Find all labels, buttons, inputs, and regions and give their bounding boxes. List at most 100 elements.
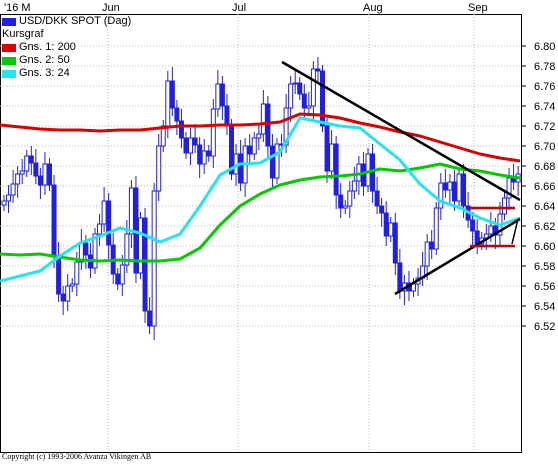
- y-tick-label: 6.60: [534, 241, 555, 253]
- candle-body: [192, 137, 198, 146]
- candle-body: [288, 83, 294, 109]
- candle-body: [83, 242, 89, 256]
- candle-body: [160, 125, 166, 147]
- legend-label-ma24: Gns. 3: 24: [19, 67, 70, 79]
- candle-body: [461, 173, 467, 207]
- legend-swatch-ma200: [2, 43, 16, 52]
- y-tick-label: 6.78: [534, 61, 555, 73]
- candle-body: [329, 143, 335, 172]
- y-tick-label: 6.54: [534, 301, 555, 313]
- y-tick-label: 6.58: [534, 261, 555, 273]
- y-tick-label: 6.72: [534, 121, 555, 133]
- candle-body: [442, 182, 448, 191]
- y-tick-label: 6.62: [534, 221, 555, 233]
- legend-label-ma50: Gns. 2: 50: [19, 54, 70, 66]
- candle-body: [301, 93, 307, 109]
- y-tick-label: 6.76: [534, 81, 555, 93]
- candle-body: [188, 137, 194, 154]
- candle-body: [178, 120, 184, 139]
- x-month-label: '16 M: [4, 2, 31, 14]
- candle-body: [165, 80, 171, 127]
- y-tick-label: 6.70: [534, 141, 555, 153]
- candle-body: [456, 173, 462, 202]
- candle-body: [33, 162, 39, 177]
- candle-body: [219, 83, 225, 107]
- candle-body: [256, 133, 262, 139]
- legend-label-ma200: Gns. 1: 200: [19, 41, 76, 53]
- candle-body: [1, 200, 7, 206]
- candle-body: [142, 217, 148, 312]
- candle-body: [502, 197, 507, 215]
- candle-body: [379, 205, 385, 214]
- candle-body: [429, 241, 435, 250]
- candle-body: [388, 222, 394, 237]
- candle-body: [297, 82, 303, 95]
- candle-body: [174, 107, 180, 122]
- candle-body: [42, 163, 48, 186]
- candle-body: [60, 293, 66, 302]
- candle-body: [124, 233, 130, 266]
- candle-body: [115, 273, 121, 285]
- candle-body: [210, 108, 216, 157]
- candle-body: [69, 283, 75, 287]
- candle-body: [101, 200, 107, 225]
- legend-item-ma200: Gns. 1: 200: [2, 41, 131, 54]
- ma-line-3: [0, 116, 521, 283]
- candle-body: [397, 262, 403, 292]
- candle-body: [6, 194, 12, 202]
- candle-body: [206, 150, 212, 157]
- legend-label-kursgraf: Kursgraf: [2, 28, 44, 40]
- candle-body: [320, 70, 325, 127]
- candle-body: [333, 143, 339, 196]
- candle-body: [383, 212, 389, 237]
- y-tick-label: 6.74: [534, 101, 555, 113]
- x-month-label: Jun: [102, 2, 120, 14]
- candle-body: [156, 145, 162, 192]
- x-month-label: Jul: [232, 2, 246, 14]
- candle-body: [138, 217, 143, 274]
- candle-body: [506, 177, 512, 199]
- legend-swatch-price: [2, 17, 16, 26]
- trendline-1: [281, 60, 521, 202]
- y-tick-label: 6.80: [534, 41, 555, 53]
- y-tick-label: 6.66: [534, 181, 555, 193]
- legend-item-price: USD/DKK SPOT (Dag): [2, 15, 131, 28]
- y-tick-label: 6.64: [534, 201, 555, 213]
- candle-body: [37, 175, 43, 186]
- candle-body: [201, 150, 207, 165]
- legend-item-ma50: Gns. 2: 50: [2, 54, 131, 67]
- candle-body: [215, 83, 221, 110]
- candle-body: [474, 230, 480, 245]
- ma-line-1: [0, 112, 521, 163]
- x-month-label: Sep: [468, 2, 488, 14]
- candle-body: [119, 264, 125, 285]
- y-tick-label: 6.68: [534, 161, 555, 173]
- candle-body: [292, 82, 298, 85]
- candle-body: [447, 181, 453, 191]
- candle-body: [10, 183, 16, 196]
- x-month-label: Aug: [363, 2, 383, 14]
- legend-label-price: USD/DKK SPOT (Dag): [19, 15, 132, 27]
- candle-body: [274, 143, 280, 179]
- candle-body: [97, 223, 103, 235]
- legend-swatch-ma24: [2, 69, 16, 78]
- candle-body: [147, 310, 153, 327]
- candle-body: [56, 255, 62, 295]
- candle-body: [470, 219, 476, 232]
- candle-body: [65, 285, 71, 302]
- candle-body: [342, 205, 348, 209]
- legend-swatch-ma50: [2, 56, 16, 65]
- candle-body: [47, 163, 52, 186]
- candle-body: [19, 170, 25, 175]
- candle-body: [324, 125, 330, 172]
- candle-body: [438, 182, 444, 209]
- candle-body: [347, 190, 353, 207]
- candle-body: [197, 144, 203, 165]
- candle-body: [247, 145, 253, 155]
- candle-body: [310, 68, 316, 107]
- candle-body: [24, 155, 30, 172]
- candle-body: [74, 261, 80, 285]
- trendline-2: [394, 217, 521, 296]
